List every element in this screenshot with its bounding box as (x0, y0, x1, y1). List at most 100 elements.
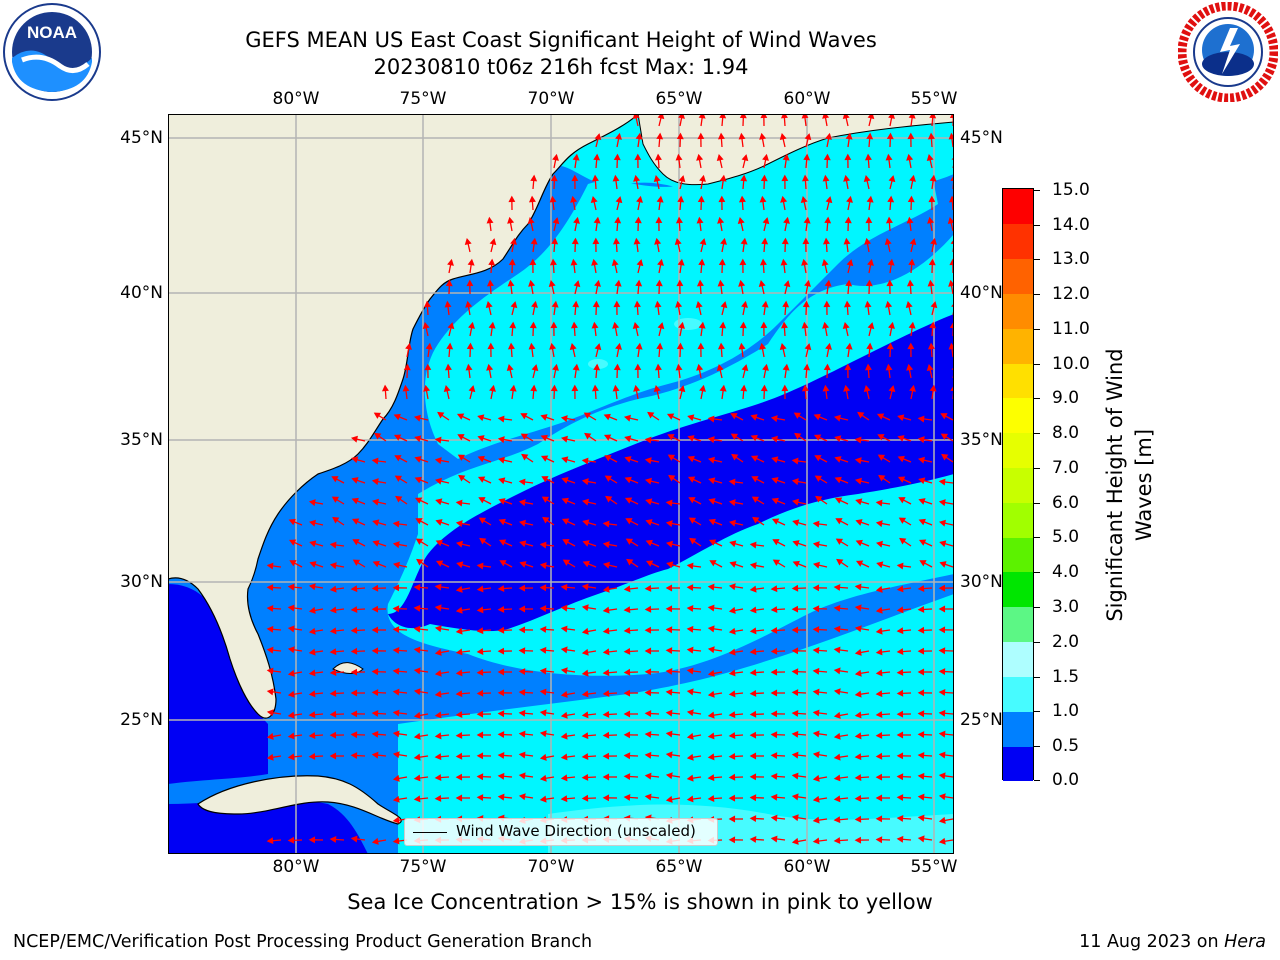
wave-direction-arrowhead (917, 647, 925, 655)
wave-direction-arrowhead (434, 604, 442, 612)
wave-direction-arrowhead (464, 237, 472, 245)
wave-direction-arrowhead (812, 837, 820, 845)
wave-direction-arrowhead (909, 174, 916, 182)
wave-direction-arrowhead (728, 690, 736, 698)
wave-direction-arrowhead (760, 321, 768, 329)
wave-direction-arrowhead (486, 363, 494, 371)
wave-direction-arrowhead (498, 498, 506, 505)
wave-direction-arrowhead (876, 561, 884, 569)
lon-label-bottom: 80°W (272, 857, 320, 877)
wave-direction-arrowhead (709, 560, 717, 567)
wave-direction-arrowhead (560, 583, 568, 591)
wave-direction-arrowhead (930, 301, 938, 309)
wave-direction-arrowhead (455, 731, 463, 739)
wave-direction-arrowhead (749, 710, 757, 718)
wave-direction-arrowhead (644, 751, 652, 759)
colorbar-tick-label: 14.0 (1052, 215, 1090, 235)
wave-direction-arrowhead (560, 415, 568, 423)
colorbar-segment (1003, 607, 1033, 642)
wave-direction-arrowhead (581, 794, 589, 802)
wave-direction-arrowhead (749, 669, 757, 677)
wave-direction-arrowhead (846, 195, 853, 203)
wave-direction-arrowhead (602, 606, 610, 614)
wave-direction-arrowhead (476, 752, 484, 760)
wave-direction-arrowhead (803, 216, 811, 224)
wave-direction-arrowhead (644, 689, 652, 697)
lat-label-left: 35°N (120, 430, 163, 450)
lat-label-right: 45°N (960, 128, 1003, 148)
wave-direction-arrowhead (455, 773, 463, 781)
wave-direction-arrowhead (542, 516, 550, 524)
wave-direction-arrowhead (875, 731, 883, 739)
wave-direction-arrowhead (803, 153, 811, 161)
wave-direction-arrowhead (948, 342, 954, 350)
wave-direction-arrowhead (887, 195, 895, 203)
wave-direction-arrowhead (928, 258, 936, 266)
wave-direction-arrowhead (623, 647, 631, 655)
wave-direction-arrowhead (707, 625, 715, 633)
colorbar-title-line-2: Waves [m] (1132, 428, 1156, 542)
wave-direction-arrowhead (917, 668, 925, 676)
lon-label-top: 70°W (527, 89, 575, 109)
wave-direction-arrowhead (644, 436, 652, 444)
wave-direction-arrowhead (750, 434, 758, 442)
wave-direction-arrowhead (770, 585, 778, 593)
wave-direction-arrowhead (888, 385, 896, 393)
wave-direction-arrowhead (909, 238, 917, 246)
wave-direction-arrowhead (498, 539, 507, 546)
wave-direction-arrowhead (623, 606, 631, 614)
wave-direction-arrowhead (350, 835, 358, 843)
wave-direction-arrowhead (938, 647, 946, 655)
wave-direction-arrowhead (676, 132, 684, 140)
wave-direction-arrowhead (414, 497, 423, 504)
wave-direction-arrowhead (551, 300, 559, 308)
wave-direction-arrowhead (677, 195, 685, 203)
wave-direction-arrowhead (633, 300, 641, 308)
wave-direction-arrowhead (653, 174, 661, 182)
wave-direction-arrowhead (635, 279, 643, 287)
wave-direction-arrowhead (424, 363, 432, 371)
wave-direction-arrowhead (782, 363, 790, 371)
wave-direction-arrowhead (518, 751, 526, 759)
wave-direction-arrowhead (581, 583, 589, 591)
wave-direction-arrowhead (896, 731, 904, 739)
wave-direction-arrowhead (729, 540, 737, 548)
wave-direction-arrowhead (539, 646, 547, 654)
wave-direction-arrowhead (938, 837, 946, 845)
wave-direction-arrowhead (656, 195, 664, 203)
wave-direction-arrowhead (888, 114, 895, 119)
wave-direction-arrowhead (771, 477, 779, 484)
wave-direction-arrowhead (434, 669, 442, 677)
lat-label-right: 40°N (960, 283, 1003, 303)
wave-direction-arrowhead (791, 814, 799, 822)
wave-direction-arrowhead (783, 216, 790, 224)
wave-direction-arrowhead (699, 238, 707, 246)
wave-direction-arrowhead (371, 626, 379, 634)
wave-direction-arrowhead (308, 627, 316, 635)
wave-direction-arrowhead (561, 477, 569, 484)
wave-direction-arrowhead (287, 669, 295, 677)
lat-label-right: 25°N (960, 710, 1003, 730)
wave-direction-arrowhead (329, 627, 337, 635)
wave-direction-arrowhead (791, 668, 799, 676)
wave-direction-arrowhead (948, 132, 954, 140)
wave-direction-arrowhead (414, 476, 422, 484)
wave-direction-arrowhead (938, 626, 946, 634)
wave-direction-arrowhead (645, 498, 653, 506)
wave-direction-arrowhead (329, 606, 337, 614)
wave-direction-arrowhead (614, 279, 622, 287)
wave-direction-arrowhead (560, 753, 568, 761)
wave-direction-arrowhead (415, 518, 423, 525)
wave-direction-arrowhead (653, 384, 661, 392)
wave-direction-arrowhead (731, 453, 739, 461)
sea-ice-note: Sea Ice Concentration > 15% is shown in … (347, 890, 933, 914)
colorbar-segment (1003, 503, 1033, 538)
wave-direction-arrowhead (644, 457, 652, 465)
wave-direction-arrowhead (667, 434, 675, 441)
colorbar-segment (1003, 259, 1033, 294)
wave-direction-arrowhead (592, 300, 600, 308)
wave-direction-arrowhead (833, 414, 841, 422)
wave-direction-arrowhead (623, 793, 631, 801)
wave-direction-arrowhead (770, 647, 778, 655)
wave-direction-arrowhead (478, 517, 487, 524)
